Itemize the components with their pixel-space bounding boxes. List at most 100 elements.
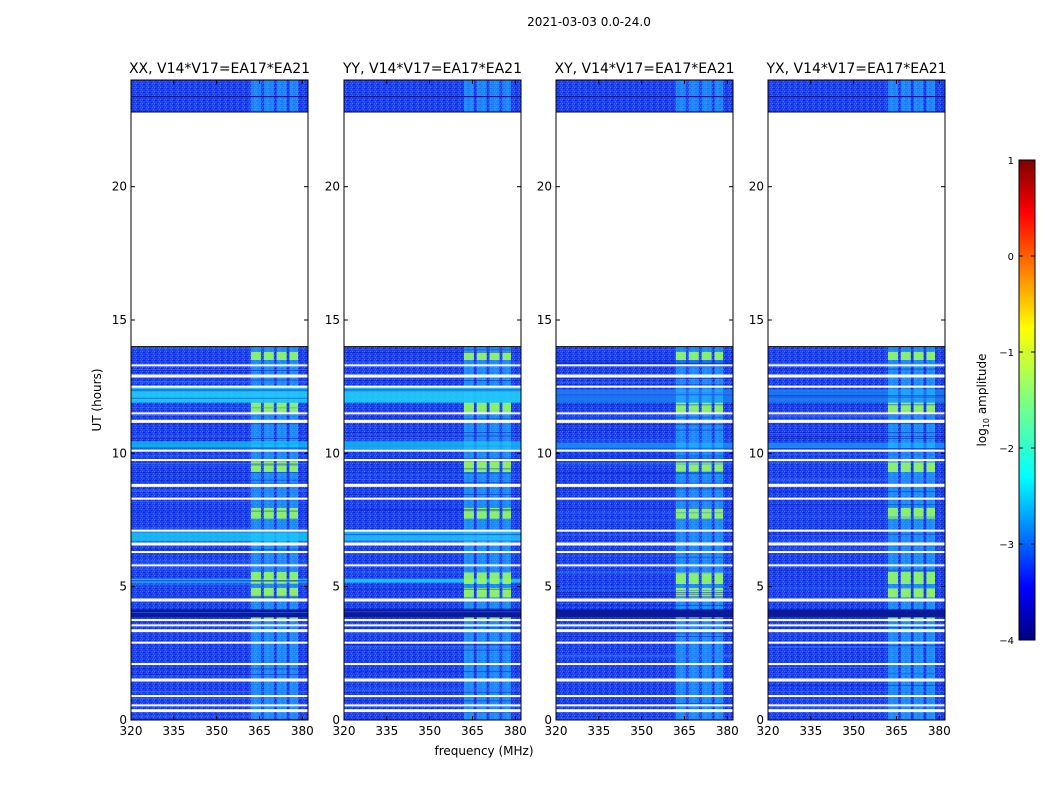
flagged-gap [556,551,733,553]
flagged-gap [556,449,733,452]
noise-line [131,560,308,561]
flagged-gap [768,619,945,621]
rfi-block [688,572,699,584]
rfi-block [250,352,261,360]
late-line [768,96,945,98]
flagged-gap [344,663,521,665]
noise-line [556,632,733,634]
noise-line [768,368,945,370]
x-tick-label: 350 [205,724,228,738]
flagged-gap [556,385,733,388]
noise-line [556,348,733,350]
flagged-gap [344,641,521,644]
rfi-block [463,572,474,584]
noise-line [344,611,521,613]
flagged-gap [768,364,945,367]
rfi-block [714,572,724,584]
rfi-block [926,352,936,360]
noise-line [768,415,945,417]
noise-line [131,500,308,502]
noise-line [768,533,945,535]
rfi-block [263,352,274,360]
noise-line [344,690,521,691]
noise-line [131,562,308,564]
noise-band [556,442,733,450]
noise-line [344,437,521,439]
noise-line [131,580,308,582]
noise-line [131,568,308,570]
noise-line [768,645,945,647]
rfi-block [926,402,936,414]
x-tick-label: 320 [545,724,568,738]
rfi-block [675,508,686,519]
rfi-block [502,508,512,519]
rfi-block [701,352,712,360]
flagged-gap [344,483,521,487]
flagged-gap [556,695,733,697]
flagged-gap [556,709,733,713]
noise-line [556,590,733,591]
colorbar-tick-label: −3 [999,540,1014,551]
flagged-gap [131,704,308,707]
panel-plot-area [131,80,308,720]
y-tick-label: 10 [112,446,127,460]
noise-line [768,673,945,674]
noise-line [556,572,733,574]
flagged-gap [344,624,521,627]
rfi-block [926,588,936,598]
low-band [131,609,308,618]
rfi-block [913,508,924,519]
flagged-gap [131,624,308,627]
rfi-block [900,352,911,360]
noise-line [344,588,521,590]
noise-band [131,530,308,542]
colorbar-ticks: 1 0 −1 −2 −3 −4 [999,156,1035,647]
noise-line [344,445,521,447]
flagged-gap [768,629,945,633]
noise-line [556,703,733,704]
flagged-gap [768,483,945,487]
flagged-gap [131,695,308,697]
noise-line [768,438,945,439]
noise-line [344,645,521,647]
flagged-gap [344,542,521,546]
noise-line [344,349,521,351]
flagged-gap [344,695,521,697]
flagged-gap [768,529,945,532]
rfi-block [701,572,712,584]
noise-line [344,432,521,433]
flagged-gap [344,374,521,378]
noise-line [556,636,733,637]
flagged-gap [131,619,308,621]
panel-frame [343,79,522,721]
x-tick-label: 335 [799,724,822,738]
noise-line [344,348,521,350]
noise-line [344,377,521,378]
noise-line [344,418,521,420]
noise-line [768,432,945,434]
flagged-gap [768,641,945,644]
panel-plot-area [556,80,733,720]
noise-line [768,363,945,365]
noise-line [556,626,733,628]
noise-line [556,457,733,459]
flagged-gap [768,459,945,461]
noise-line [131,435,308,437]
noise-line [131,471,308,473]
noise-line [131,690,308,692]
flagged-gap [556,641,733,644]
rfi-block [263,461,274,472]
rfi-block [900,572,911,584]
rfi-block [502,461,512,472]
noise-line [344,644,521,646]
noise-line [556,655,733,657]
rfi-block [701,402,712,414]
flagged-gap [556,598,733,602]
noise-line [131,595,308,597]
rfi-block [675,402,686,414]
rfi-block [887,508,898,519]
noise-line [556,366,733,368]
rfi-block [263,588,274,598]
noise-line [556,455,733,457]
